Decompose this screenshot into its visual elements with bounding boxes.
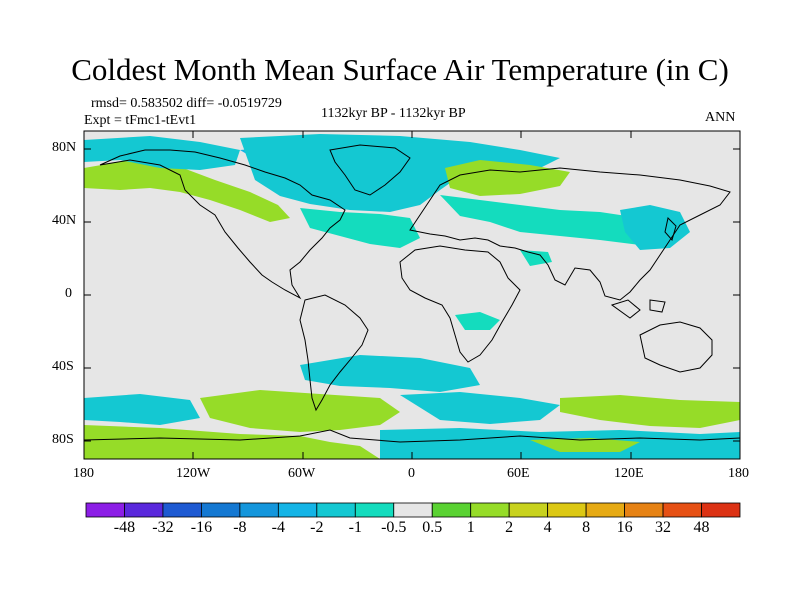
colorbar-label: 8 (582, 519, 591, 536)
lon-label-120w: 120W (176, 466, 211, 481)
colorbar (85, 502, 741, 518)
coast-islands-se-asia (610, 299, 666, 319)
colorbar-label: -8 (233, 519, 247, 536)
colorbar-label: 32 (655, 519, 672, 536)
season-text: ANN (705, 110, 736, 125)
colorbar-label: 0.5 (422, 519, 443, 536)
lon-label-120e: 120E (614, 466, 644, 481)
anomaly-arctic-cool (240, 134, 560, 212)
coast-eurasia (409, 167, 731, 301)
colorbar-swatch (277, 502, 318, 518)
anomaly-antarctic-warm (84, 425, 380, 459)
anomaly-eurasia-warm (445, 160, 570, 196)
anomaly-arabia-cool (520, 250, 552, 266)
lon-label-60e: 60E (507, 466, 530, 481)
colorbar-swatch (431, 502, 472, 518)
coast-north-america (99, 149, 346, 300)
colorbar-label: 16 (616, 519, 633, 536)
coast-australia (639, 321, 713, 373)
colorbar-swatch (201, 502, 241, 518)
anomaly-alaska-cool (84, 136, 240, 170)
colorbar-swatch (354, 502, 395, 518)
map-title: Coldest Month Mean Surface Air Temperatu… (71, 52, 729, 87)
anomaly-north-pacific-warm (84, 160, 290, 222)
experiment-text: Expt = tFmc1-tEvt1 (84, 113, 197, 128)
coast-greenland (329, 144, 411, 196)
colorbar-swatch (239, 502, 279, 518)
colorbar-label: -1 (348, 519, 362, 536)
anomaly-south-pacific-cool (300, 355, 480, 392)
axis-ticks (84, 131, 740, 459)
colorbar-swatch (701, 502, 741, 518)
anomaly-africa-cool (455, 312, 500, 330)
lat-label-40s: 40S (52, 359, 74, 374)
coast-south-america (299, 294, 369, 412)
anomaly-southern-ocean-cool-2 (400, 392, 560, 424)
period-text: 1132kyr BP - 1132kyr BP (321, 106, 466, 121)
colorbar-swatch (470, 502, 510, 518)
anomaly-southern-ocean-warm-1 (200, 390, 400, 432)
anomaly-siberia-cool (440, 195, 660, 245)
lat-label-80n: 80N (52, 140, 77, 155)
colorbar-swatch (162, 502, 202, 518)
lat-label-40n: 40N (52, 213, 77, 228)
stats-text: rmsd= 0.583502 diff= -0.0519729 (91, 96, 282, 111)
lat-label-0: 0 (65, 286, 72, 301)
lat-label-80s: 80S (52, 432, 74, 447)
lon-label-180-left: 180 (73, 466, 94, 481)
colorbar-label: -48 (113, 519, 136, 536)
colorbar-swatch (585, 502, 625, 518)
colorbar-label: -16 (190, 519, 213, 536)
colorbar-label: -32 (152, 519, 174, 536)
anomaly-atlantic-cool (300, 208, 420, 248)
colorbar-swatch (316, 502, 356, 518)
anomaly-southern-ocean-cool-1 (84, 394, 200, 425)
colorbar-swatch (624, 502, 664, 518)
colorbar-label: -2 (310, 519, 324, 536)
coast-antarctica (84, 429, 740, 443)
colorbar-label: 4 (543, 519, 552, 536)
colorbar-swatch (508, 502, 549, 518)
coast-japan (664, 216, 677, 242)
map-field (84, 131, 740, 459)
colorbar-swatch (662, 502, 702, 518)
anomaly-antarctic-warm-2 (530, 438, 640, 452)
coast-africa (399, 245, 521, 363)
colorbar-label: 48 (693, 519, 710, 536)
lon-label-60w: 60W (288, 466, 316, 481)
lon-label-180-right: 180 (728, 466, 749, 481)
colorbar-label: 2 (505, 519, 514, 536)
colorbar-label: -0.5 (381, 519, 407, 536)
lon-label-0: 0 (408, 466, 415, 481)
colorbar-swatch (85, 502, 125, 518)
coastlines (84, 144, 740, 443)
anomaly-southern-ocean-warm-2 (560, 395, 740, 428)
colorbar-label: -4 (271, 519, 286, 536)
colorbar-label: 1 (466, 519, 475, 536)
colorbar-swatch (547, 502, 587, 518)
colorbar-swatch (124, 502, 164, 518)
colorbar-swatch (393, 502, 433, 518)
